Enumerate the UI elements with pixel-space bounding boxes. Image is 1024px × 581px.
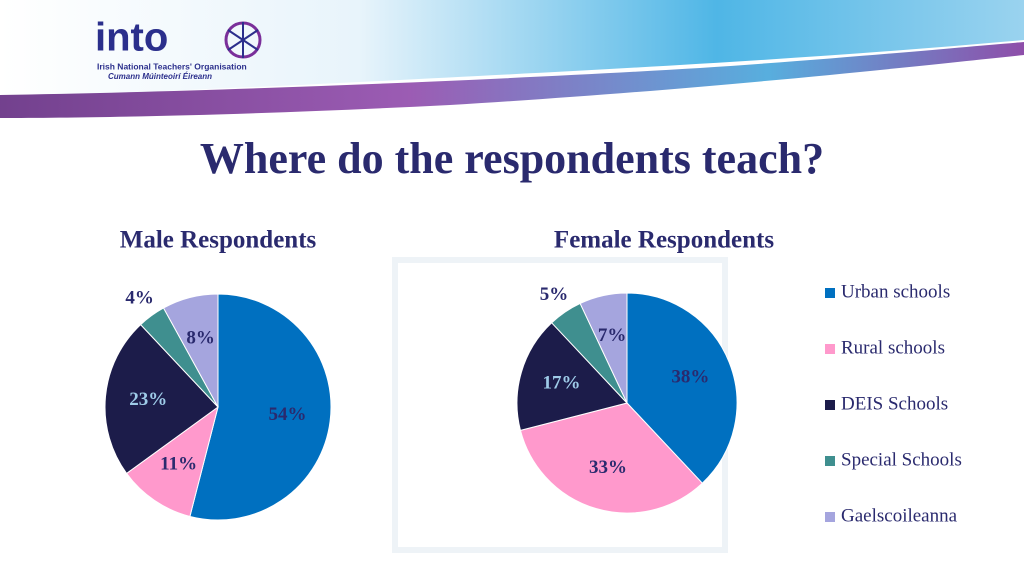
data-label: 23% bbox=[129, 389, 167, 410]
legend-label: Rural schools bbox=[841, 337, 945, 358]
legend-label: Urban schools bbox=[841, 281, 950, 302]
data-label: 11% bbox=[160, 453, 197, 474]
pie-slice bbox=[189, 293, 332, 521]
pie-slice bbox=[626, 292, 738, 484]
logo: into bbox=[95, 16, 168, 60]
data-label: 54% bbox=[269, 404, 307, 425]
banner bbox=[0, 0, 1024, 100]
data-label: 5% bbox=[540, 284, 569, 305]
legend-label: Gaelscoileanna bbox=[841, 505, 958, 526]
legend-swatch bbox=[825, 288, 835, 298]
chart-title: Male Respondents bbox=[120, 227, 317, 254]
legend-swatch bbox=[825, 456, 835, 466]
banner-swoosh bbox=[0, 42, 1024, 118]
data-label: 38% bbox=[671, 366, 709, 387]
pie-slice bbox=[125, 405, 219, 518]
data-label: 4% bbox=[125, 287, 154, 308]
legend-swatch bbox=[825, 400, 835, 410]
org-name: Irish National Teachers' Organisation bbox=[97, 61, 247, 71]
logo-icon-lines bbox=[227, 22, 259, 58]
org-name-irish: Cumann Múinteoirí Éireann bbox=[108, 72, 212, 81]
legend-label: Special Schools bbox=[841, 449, 962, 470]
pie-slice bbox=[579, 292, 628, 404]
slide-title: Where do the respondents teach? bbox=[200, 134, 824, 183]
data-label: 8% bbox=[186, 328, 215, 349]
pie-slice bbox=[104, 323, 219, 475]
legend-label: DEIS Schools bbox=[841, 393, 948, 414]
data-label: 33% bbox=[589, 457, 627, 478]
pie-slice bbox=[519, 402, 704, 514]
data-label: 17% bbox=[543, 372, 581, 393]
pie-slice bbox=[516, 322, 628, 431]
legend-swatch bbox=[825, 344, 835, 354]
legend-swatch bbox=[825, 512, 835, 522]
pie-slice bbox=[162, 293, 219, 408]
data-label: 7% bbox=[598, 325, 627, 346]
chart-title: Female Respondents bbox=[554, 227, 774, 254]
